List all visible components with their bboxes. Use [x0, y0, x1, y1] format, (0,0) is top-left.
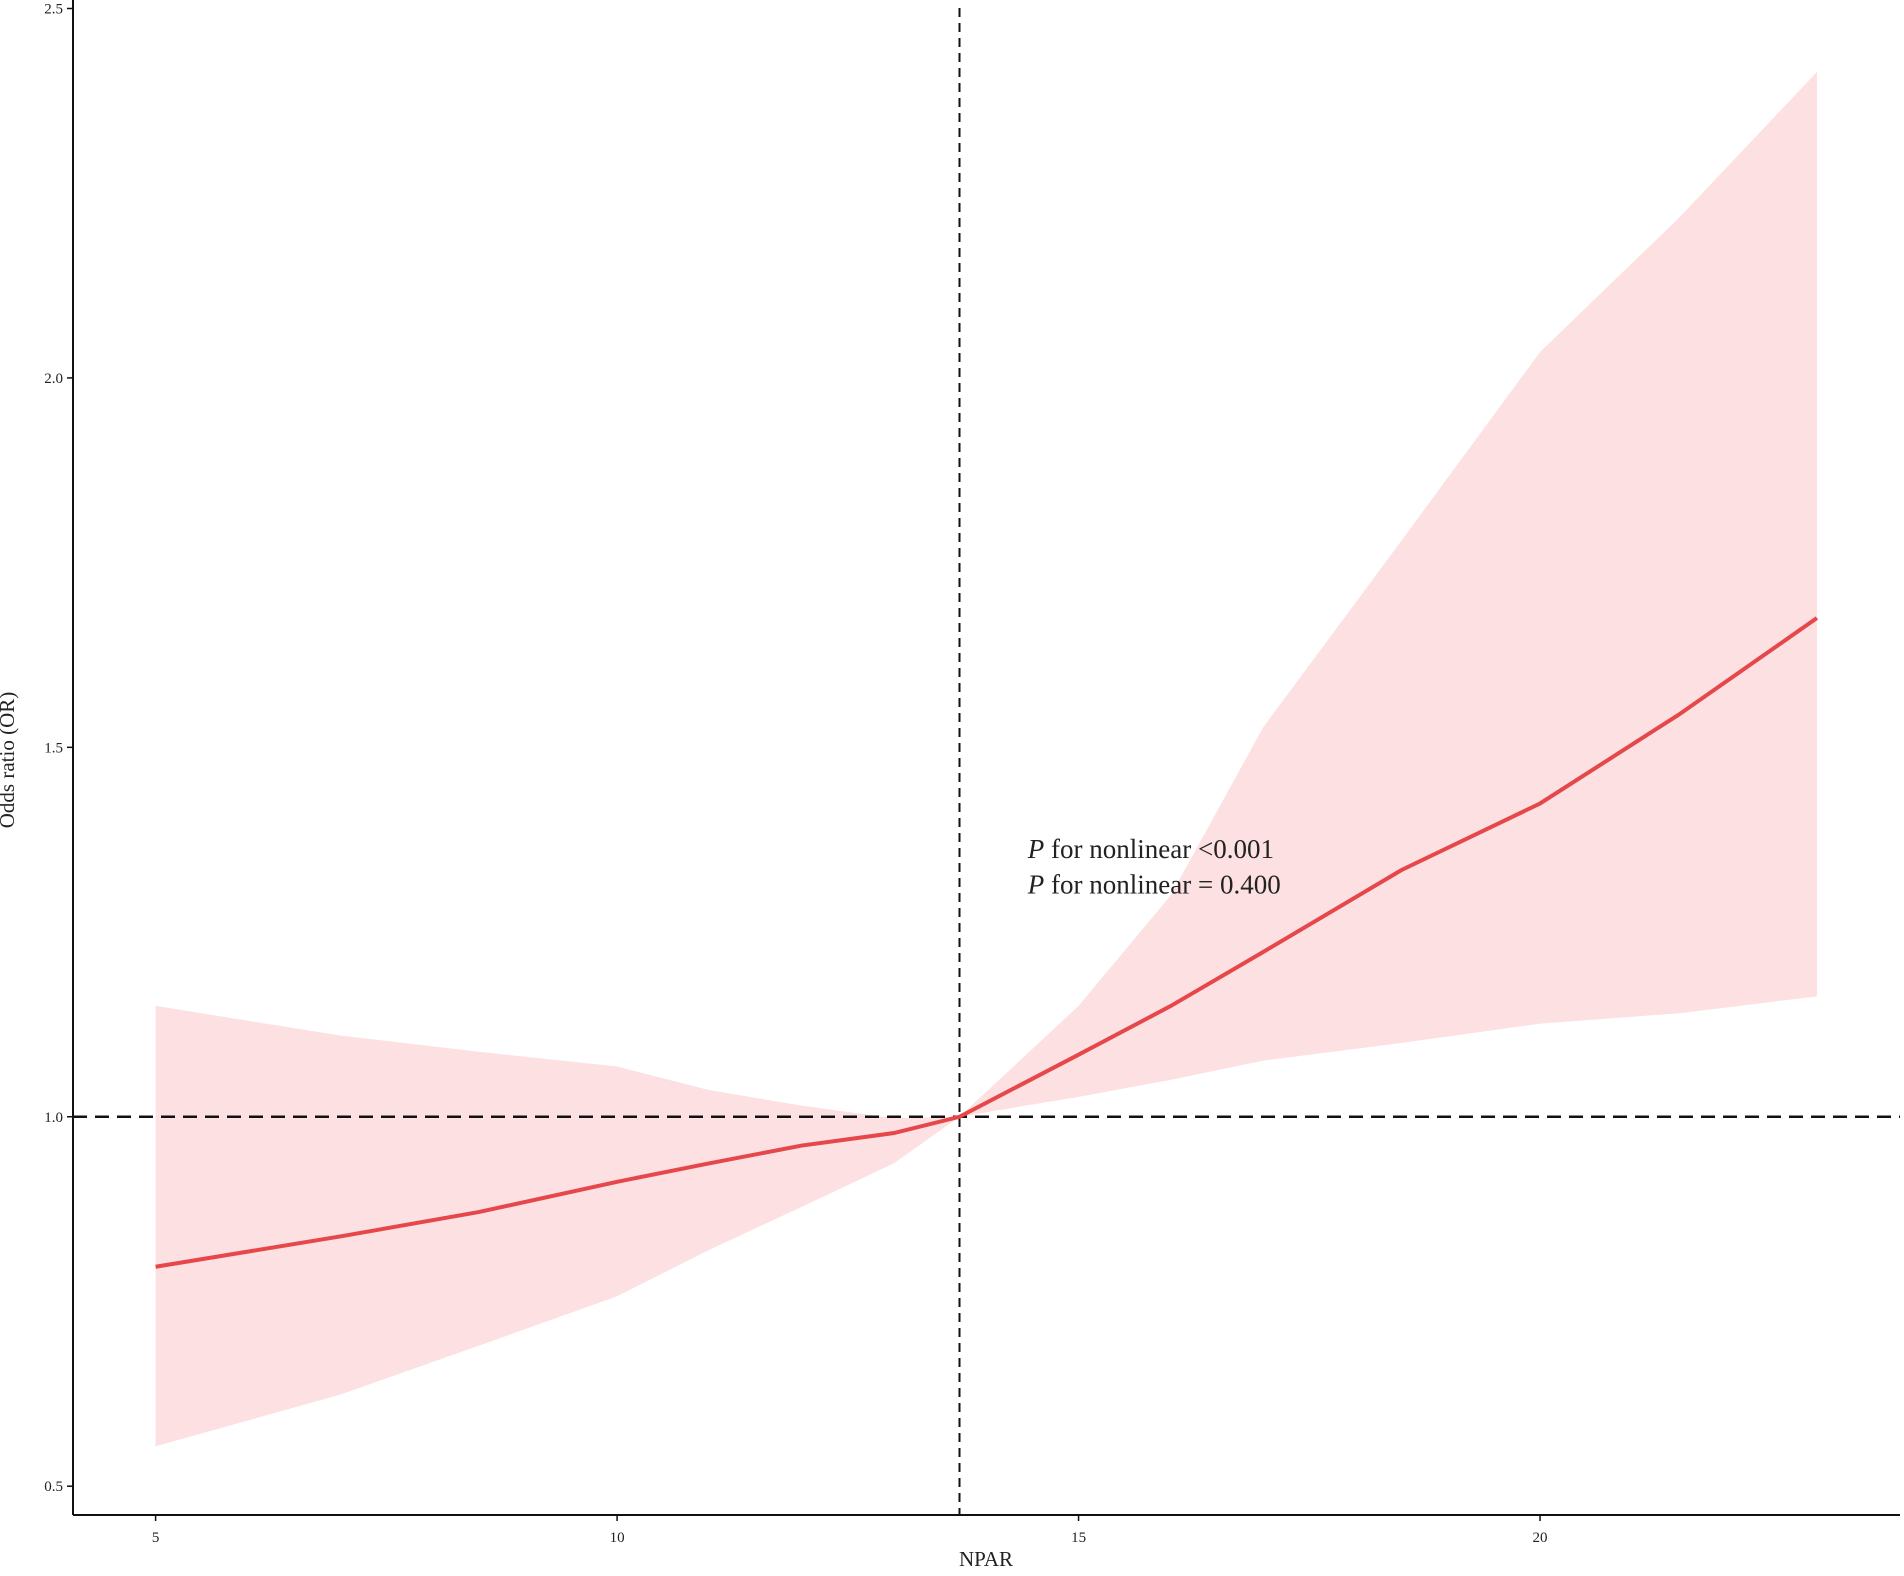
x-tick-label: 10 — [610, 1530, 625, 1546]
confidence-band — [155, 72, 1817, 1447]
y-tick-label: 0.5 — [44, 1479, 63, 1495]
line — [155, 616, 1819, 1269]
annotation: P for nonlinear <0.001 — [1027, 834, 1274, 864]
y-tick-label: 2.5 — [44, 1, 63, 17]
x-tick-label: 15 — [1071, 1530, 1086, 1546]
x-axis-title: NPAR — [959, 1547, 1013, 1571]
y-tick-label: 1.5 — [44, 740, 63, 756]
y-axis-title: Odds ratio (OR) — [0, 692, 19, 828]
y-tick-label: 2.0 — [44, 371, 63, 387]
annotation: P for nonlinear = 0.400 — [1027, 870, 1281, 900]
y-tick-label: 1.0 — [44, 1110, 63, 1126]
x-tick-label: 20 — [1533, 1530, 1548, 1546]
x-tick-label: 5 — [152, 1530, 160, 1546]
